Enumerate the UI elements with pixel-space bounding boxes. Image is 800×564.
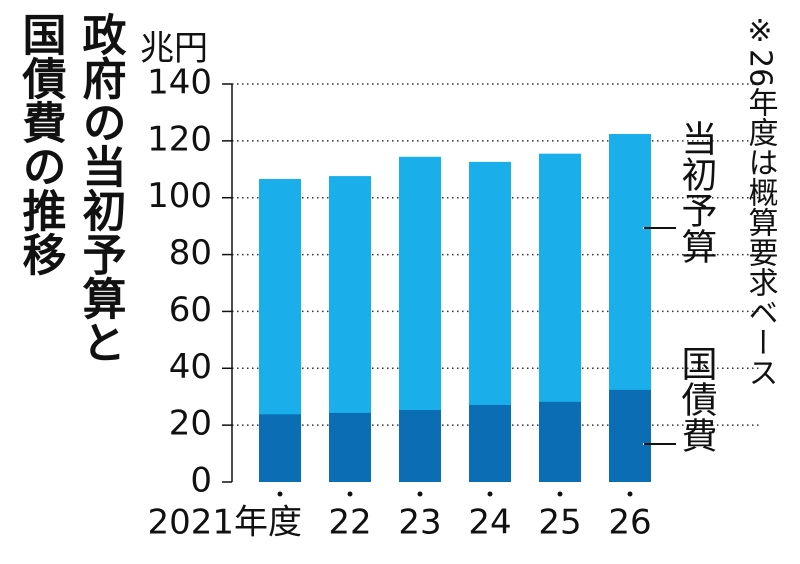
y-tick-label: 120 [147,119,212,159]
x-tick-dot [487,491,493,497]
bar [399,410,441,482]
x-tick-label: 2021年度 [147,503,302,543]
legend-label: 当初予算 [676,120,717,264]
y-unit: 兆円 [140,29,208,69]
bar [539,401,581,482]
y-tick-label: 140 [147,63,212,103]
x-tick-dot [627,491,633,497]
y-tick-label: 0 [190,461,212,501]
x-tick-label: 24 [468,503,511,543]
x-tick-label: 25 [538,503,581,543]
bar [609,389,651,482]
chart-title-line: 国債費の推移 [15,12,68,276]
bar [329,412,371,482]
x-tick-dot [417,491,423,497]
bar [259,414,301,482]
bar [469,404,511,482]
x-tick-dot [557,491,563,497]
y-tick-label: 20 [169,404,212,444]
x-tick-label: 23 [398,503,441,543]
note: ※26年度は概算要求ベース [743,14,779,387]
x-tick-label: 26 [608,503,651,543]
y-tick-label: 60 [169,290,212,330]
chart-title-line: 政府の当初予算と [75,12,127,364]
y-tick-label: 80 [169,233,212,273]
x-tick-dot [277,491,283,497]
y-tick-label: 40 [169,347,212,387]
legend-label: 国債費 [676,345,718,453]
x-tick-dot [347,491,353,497]
y-tick-label: 100 [147,176,212,216]
x-tick-label: 22 [328,503,371,543]
